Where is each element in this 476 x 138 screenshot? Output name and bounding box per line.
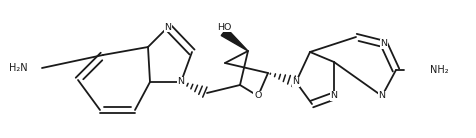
- Text: HO: HO: [217, 22, 231, 31]
- Text: N: N: [380, 39, 387, 48]
- Text: N: N: [178, 78, 185, 87]
- Polygon shape: [221, 28, 248, 51]
- Text: NH₂: NH₂: [430, 65, 448, 75]
- Text: H₂N: H₂N: [10, 63, 28, 73]
- Text: O: O: [254, 91, 262, 100]
- Text: N: N: [165, 22, 171, 31]
- Text: N: N: [292, 78, 299, 87]
- Text: N: N: [330, 91, 337, 100]
- Text: N: N: [378, 91, 386, 100]
